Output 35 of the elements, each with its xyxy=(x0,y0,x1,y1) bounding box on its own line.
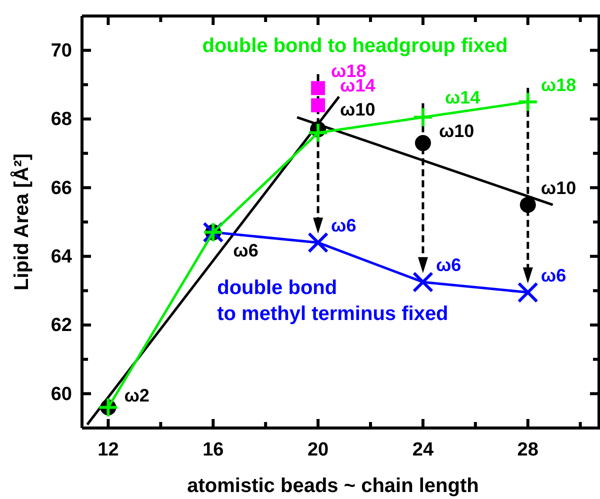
series-label: double bond to methyl terminus fixed xyxy=(217,277,448,325)
point xyxy=(311,98,326,112)
y-tick-label: 60 xyxy=(50,384,72,405)
annotation: ω18 xyxy=(540,74,576,95)
annotation: ω10 xyxy=(438,121,474,142)
x-axis-title: atomistic beads ~ chain length xyxy=(187,475,479,497)
y-tick-label: 62 xyxy=(50,315,72,336)
y-tick-label: 64 xyxy=(50,246,72,268)
point xyxy=(311,81,326,96)
y-tick-label: 70 xyxy=(50,40,72,62)
x-tick-label: 16 xyxy=(202,439,224,460)
point xyxy=(517,282,538,303)
annotation: ω14 xyxy=(444,87,480,108)
annotation: ω6 xyxy=(436,255,462,276)
annotation: ω2 xyxy=(124,385,150,406)
point xyxy=(520,196,536,213)
point xyxy=(414,135,431,152)
annotation: ω10 xyxy=(340,99,376,120)
text: double bond to headgroup fixed xyxy=(202,35,508,57)
annotation: ω6 xyxy=(233,240,258,260)
point xyxy=(412,272,434,293)
y-tick-label: 66 xyxy=(50,178,72,199)
x-tick-label: 12 xyxy=(98,439,119,460)
annotation: ω6 xyxy=(331,216,356,236)
point xyxy=(517,91,538,112)
x-tick-label: 24 xyxy=(412,439,434,460)
point xyxy=(308,122,329,144)
annotation: ω6 xyxy=(540,265,566,286)
y-tick-label: 68 xyxy=(50,109,72,130)
x-tick-label: 28 xyxy=(517,439,538,460)
annotation: ω10 xyxy=(540,178,576,198)
point xyxy=(308,232,329,254)
x-tick-label: 20 xyxy=(307,439,329,460)
y-axis-title: Lipid Area [Å²] xyxy=(10,153,33,291)
point xyxy=(412,106,434,128)
